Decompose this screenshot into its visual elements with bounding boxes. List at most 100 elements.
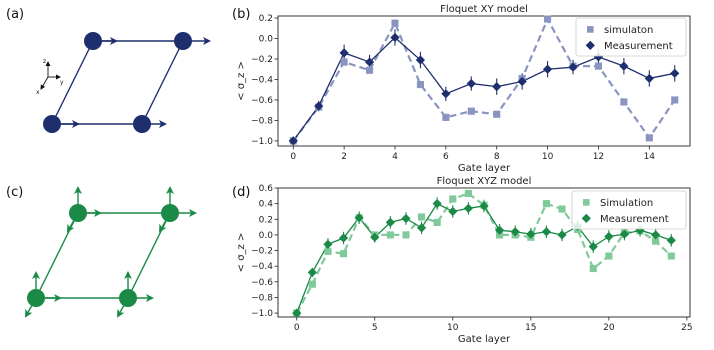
x-tick-label: 10 [542, 152, 554, 162]
y-tick-label: −1.0 [251, 137, 273, 147]
lattice-diagram-xyz [25, 186, 197, 318]
x-tick-label: 5 [372, 323, 378, 333]
data-point-measurement [401, 213, 411, 224]
x-tick-label: 8 [494, 152, 500, 162]
data-point-measurement [338, 233, 349, 243]
data-point-measurement [670, 68, 680, 78]
data-point-measurement [526, 229, 536, 239]
data-point-simulation [605, 252, 613, 260]
data-point-simulation [620, 98, 628, 106]
series-line-measurement [292, 36, 675, 142]
legend-marker-simulation [587, 26, 594, 33]
data-point-simulation [493, 110, 501, 118]
coordinate-axes-icon: z y x [36, 58, 64, 96]
data-point-measurement [541, 227, 552, 237]
data-point-measurement [542, 64, 553, 74]
data-point-simulation [558, 205, 566, 213]
data-point-simulation [324, 247, 332, 255]
data-point-measurement [288, 136, 298, 146]
data-point-measurement [385, 217, 395, 227]
data-point-simulation [339, 250, 348, 258]
data-point-measurement [323, 239, 333, 249]
data-point-measurement [307, 267, 317, 278]
y-tick-label: 0.0 [259, 231, 274, 241]
data-point-measurement [432, 199, 442, 209]
axis-x-label: x [36, 89, 40, 96]
data-point-simulation [449, 195, 457, 203]
panel-label-d: (d) [232, 185, 250, 200]
x-tick-label: 0 [290, 152, 296, 162]
y-tick-label: 0.6 [259, 184, 274, 194]
data-point-simulation [433, 218, 441, 226]
series-line-simulation [292, 16, 676, 142]
data-point-measurement [588, 242, 598, 252]
data-point-measurement [510, 227, 520, 237]
lattice-bond [141, 40, 184, 125]
y-tick-label: −0.2 [251, 55, 273, 65]
data-point-measurement [604, 231, 614, 242]
chart-title: Floquet XY model [440, 4, 528, 15]
y-tick-label: −0.8 [251, 293, 273, 303]
legend: simulaton Measurement [575, 17, 687, 57]
data-point-measurement [479, 201, 489, 211]
y-tick-label: −1.0 [251, 309, 273, 319]
y-tick-label: −0.6 [251, 96, 273, 106]
x-tick-label: 2 [341, 152, 347, 162]
y-tick-label: −0.6 [251, 278, 273, 288]
plot-frame [277, 187, 691, 318]
data-point-measurement [517, 76, 527, 87]
lattice-bond [51, 40, 94, 125]
data-point-measurement [370, 232, 380, 242]
data-point-simulation [671, 96, 679, 104]
data-point-simulation [391, 19, 399, 27]
x-axis-label: Gate layer [458, 163, 511, 174]
legend-frame [571, 190, 687, 230]
legend: Simulation Measurement [571, 190, 687, 230]
data-point-measurement [619, 229, 630, 239]
data-point-simulation [416, 81, 424, 89]
data-point-simulation [594, 62, 602, 70]
y-tick-label: −0.2 [251, 247, 273, 257]
data-point-measurement [644, 73, 654, 84]
data-point-measurement [466, 78, 476, 89]
chart-floquet-xyz: Floquet XYZ model 0 5 10 15 20 25 −1.0 −0.8 −0.6 −… [236, 176, 693, 345]
x-tick-label: 14 [644, 152, 656, 162]
chart-floquet-xy: Floquet XY model 0 2 4 6 8 10 12 14 −1.0 −0.8 −0.6 −… [236, 4, 691, 174]
x-tick-label: 15 [525, 323, 536, 333]
x-tick-label: 20 [603, 323, 615, 333]
x-axis-label: Gate layer [458, 334, 511, 345]
data-point-measurement [354, 213, 364, 223]
panel-label-b: (b) [232, 7, 250, 22]
spin-arrow [159, 212, 171, 233]
data-point-simulation [442, 113, 450, 121]
data-point-measurement [495, 225, 505, 235]
x-tick-label: 0 [294, 323, 300, 333]
data-point-measurement [415, 55, 426, 65]
data-point-simulation [418, 213, 426, 221]
y-tick-label: −0.4 [251, 75, 273, 85]
axis-z-label: z [43, 58, 46, 65]
spin-arrow [117, 297, 129, 318]
data-point-simulation [542, 200, 550, 208]
y-tick-label: 0.2 [259, 14, 273, 24]
legend-label-measurement: Measurement [600, 214, 669, 225]
y-tick-label: −0.4 [251, 262, 273, 272]
chart-title: Floquet XYZ model [437, 176, 532, 187]
data-point-measurement [651, 230, 661, 240]
data-point-measurement [416, 223, 427, 233]
lattice-diagram-xy [43, 32, 211, 133]
legend-frame [575, 17, 687, 57]
y-axis-label: < σ_z > [236, 233, 247, 273]
x-tick-label: 6 [443, 152, 449, 162]
data-point-measurement [314, 101, 324, 111]
panel-label-c: (c) [6, 185, 23, 200]
legend-label-measurement: Measurement [604, 41, 673, 52]
y-tick-label: 0.4 [259, 200, 274, 210]
y-tick-label: 0.2 [259, 215, 273, 225]
data-point-measurement [463, 203, 473, 213]
data-point-simulation [340, 58, 348, 66]
data-point-measurement [666, 235, 676, 245]
x-tick-label: 10 [447, 323, 459, 333]
x-tick-label: 4 [392, 152, 398, 162]
data-point-simulation [366, 66, 374, 74]
